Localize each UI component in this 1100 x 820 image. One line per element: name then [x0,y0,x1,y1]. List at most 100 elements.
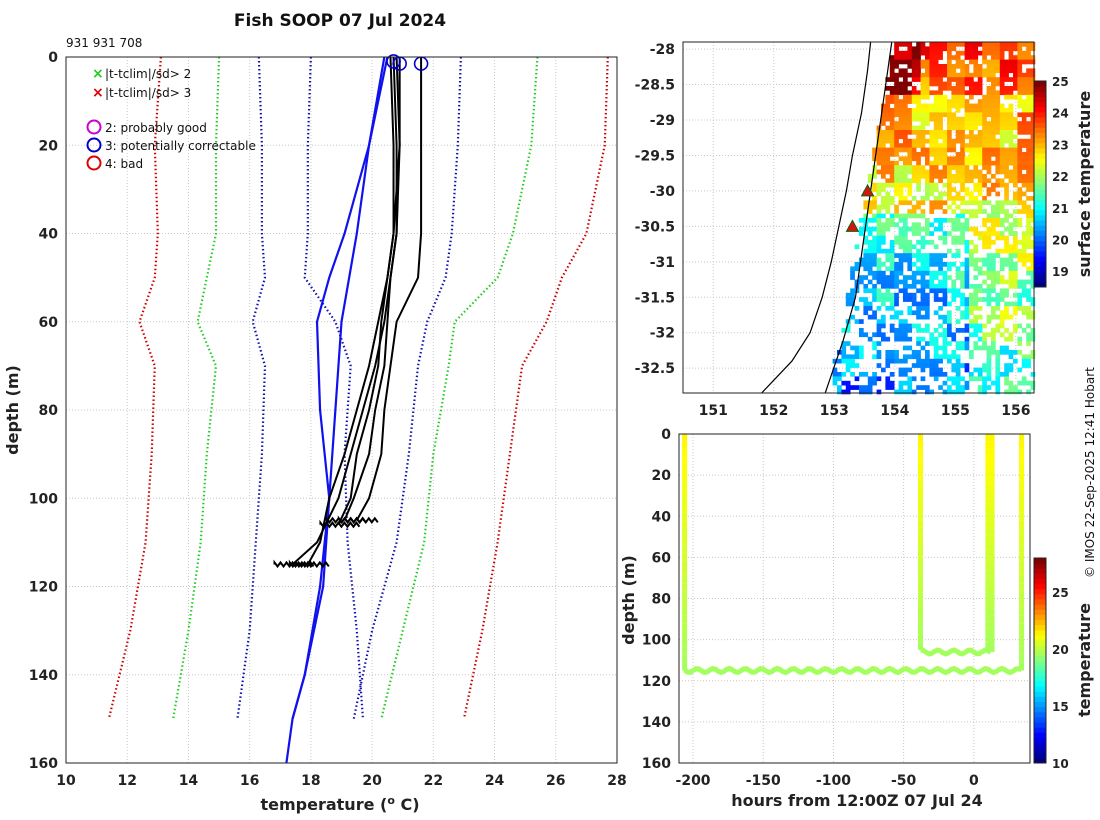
map-sst-cell [947,310,952,316]
map-sst-cell [969,319,974,324]
map-sst-cell [916,226,921,232]
map-sst-cell [911,90,917,96]
timeseries-colorbar-segment [1034,619,1046,626]
map-sst-cell [951,77,957,82]
map-sst-cell [1017,130,1023,135]
map-sst-cell [872,213,877,219]
map-sst-cell [867,178,873,184]
map-sst-cell [885,266,891,272]
map-sst-cell [876,376,882,382]
profile-legend: × |t-tclim|/sd> 2 × |t-tclim|/sd> 3 2: p… [86,66,256,171]
map-sst-cell [920,77,926,82]
map-sst-cell [942,143,948,148]
map-sst-cell [903,77,908,82]
map-sst-cell [951,94,957,100]
map-sst-cell [938,156,943,162]
map-sst-cell [933,354,939,360]
map-sst-cell [916,94,921,100]
map-sst-cell [929,90,935,96]
map-sst-cell [876,182,882,188]
map-sst-cell [898,72,904,78]
map-sst-cell [929,372,935,377]
map-sst-cell [991,332,996,338]
legend-flag2-label: |t-tclim|/sd> 2 [105,67,191,81]
map-sst-cell [850,275,855,280]
legend-qc3-marker [86,137,102,153]
map-sst-cell [933,310,939,316]
map-sst-cell [885,138,891,144]
map-sst-cell [991,266,996,272]
map-sst-cell [876,209,882,214]
map-sst-cell [969,257,974,263]
map-sst-cell [903,138,908,144]
map-sst-cell [973,103,979,109]
map-ytick-label: -32 [650,326,675,342]
map-sst-cell [911,77,917,82]
map-sst-cell [881,138,886,144]
map-sst-cell [885,385,891,390]
map-sst-cell [920,235,926,241]
map-sst-cell [903,240,908,245]
map-sst-cell [916,213,921,219]
map-sst-cell [986,178,992,184]
map-sst-cell [1017,156,1023,162]
map-sst-cell [898,358,904,364]
map-sst-cell [903,130,908,135]
map-sst-cell [903,328,908,333]
map-sst-cell [960,279,965,285]
map-sst-cell [947,50,952,56]
map-sst-cell [982,389,987,395]
map-sst-cell [876,191,882,197]
map-sst-cell [889,108,895,113]
map-sst-cell [925,178,930,184]
map-sst-cell [1013,328,1018,333]
map-sst-cell [986,240,992,245]
map-sst-cell [929,103,935,109]
timeseries-colorbar-segment [1034,593,1046,600]
timeseries-colorbar-segment [1034,701,1046,708]
map-sst-cell [832,380,838,386]
map-sst-cell [1004,130,1009,135]
map-sst-cell [955,213,961,219]
map-sst-cell [977,86,983,91]
map-sst-cell [1008,86,1014,91]
map-sst-cell [986,64,992,69]
map-sst-cell [1008,90,1014,96]
map-sst-cell [933,77,939,82]
map-sst-cell [898,81,904,87]
map-sst-cell [1030,55,1036,60]
map-sst-cell [977,160,983,166]
map-sst-cell [920,270,926,276]
map-sst-cell [876,138,882,144]
map-colorbar-tick-label: 24 [1052,107,1069,121]
map-sst-cell [876,147,882,153]
map-sst-cell [942,328,948,333]
map-sst-cell [986,270,992,276]
map-sst-cell [969,90,974,96]
map-sst-cell [876,213,882,219]
map-sst-cell [841,389,847,395]
map-sst-cell [955,134,961,140]
map-sst-cell [881,169,886,175]
map-sst-cell [999,169,1005,175]
map-sst-cell [907,59,913,65]
map-sst-cell [872,380,877,386]
map-sst-cell [1030,257,1036,263]
map-sst-cell [867,266,873,272]
map-sst-cell [960,182,965,188]
map-sst-cell [876,257,882,263]
map-sst-cell [951,42,957,47]
map-sst-cell [951,240,957,245]
map-sst-cell [907,244,913,250]
map-sst-cell [947,116,952,122]
map-sst-cell [1026,306,1031,311]
map-sst-cell [1004,200,1009,206]
map-sst-cell [925,389,930,395]
map-sst-cell [982,178,987,184]
map-sst-cell [850,363,855,368]
map-sst-cell [938,103,943,109]
timeseries-colorbar-segment [1034,716,1046,723]
map-sst-cell [933,257,939,263]
map-sst-cell [894,209,899,214]
map-sst-cell [977,152,983,157]
